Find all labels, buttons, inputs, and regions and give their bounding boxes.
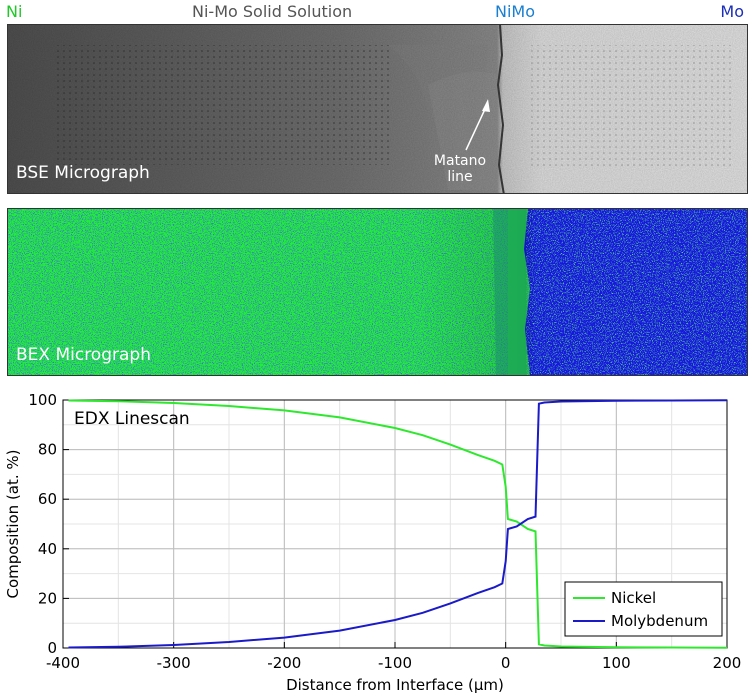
matano-line-label: Matano line <box>432 153 488 185</box>
x-tick-label: 200 <box>713 654 742 672</box>
legend-label: Molybdenum <box>611 612 708 630</box>
y-tick-label: 60 <box>38 490 57 508</box>
bex-micrograph: BEX Micrograph <box>7 208 748 376</box>
bse-image <box>8 25 747 193</box>
bex-caption: BEX Micrograph <box>16 345 151 365</box>
series-line-molybdenum <box>68 399 728 649</box>
bse-micrograph: BSE Micrograph Matano line <box>7 24 748 194</box>
label-mo: Mo <box>720 2 744 21</box>
chart-ticks: -400 -300 -200 -100 0 100 200 0 20 40 60 80 100 <box>28 391 741 672</box>
bex-image <box>8 209 747 375</box>
label-ni: Ni <box>6 2 23 21</box>
series-line-nickel <box>68 399 728 649</box>
y-tick-label: 20 <box>38 589 57 607</box>
x-tick-label: 100 <box>602 654 631 672</box>
x-tick-label: -300 <box>157 654 191 672</box>
y-tick-label: 100 <box>28 391 57 409</box>
line-word: line <box>447 169 473 185</box>
matano-word: Matano <box>433 153 487 169</box>
legend-box <box>564 581 723 637</box>
chart-title: EDX Linescan <box>74 409 190 429</box>
legend-label: Nickel <box>611 589 656 607</box>
label-solid-solution: Ni-Mo Solid Solution <box>192 2 353 21</box>
x-axis-label: Distance from Interface (µm) <box>286 676 504 694</box>
y-tick-label: 40 <box>38 540 57 558</box>
edx-linescan-chart: -400 -300 -200 -100 0 100 200 0 20 40 60 80 100 EDX … <box>4 391 741 694</box>
y-tick-label: 80 <box>38 441 57 459</box>
x-tick-label: -100 <box>378 654 412 672</box>
y-tick-label: 0 <box>47 639 57 657</box>
x-tick-label: -200 <box>267 654 301 672</box>
y-axis-label: Composition (at. %) <box>4 449 22 598</box>
label-nimo: NiMo <box>495 2 536 21</box>
x-tick-label: -400 <box>46 654 80 672</box>
x-tick-label: 0 <box>501 654 511 672</box>
bse-caption: BSE Micrograph <box>16 163 150 183</box>
chart-legend: Nickel Molybdenum <box>564 581 723 637</box>
chart-series <box>68 399 728 649</box>
